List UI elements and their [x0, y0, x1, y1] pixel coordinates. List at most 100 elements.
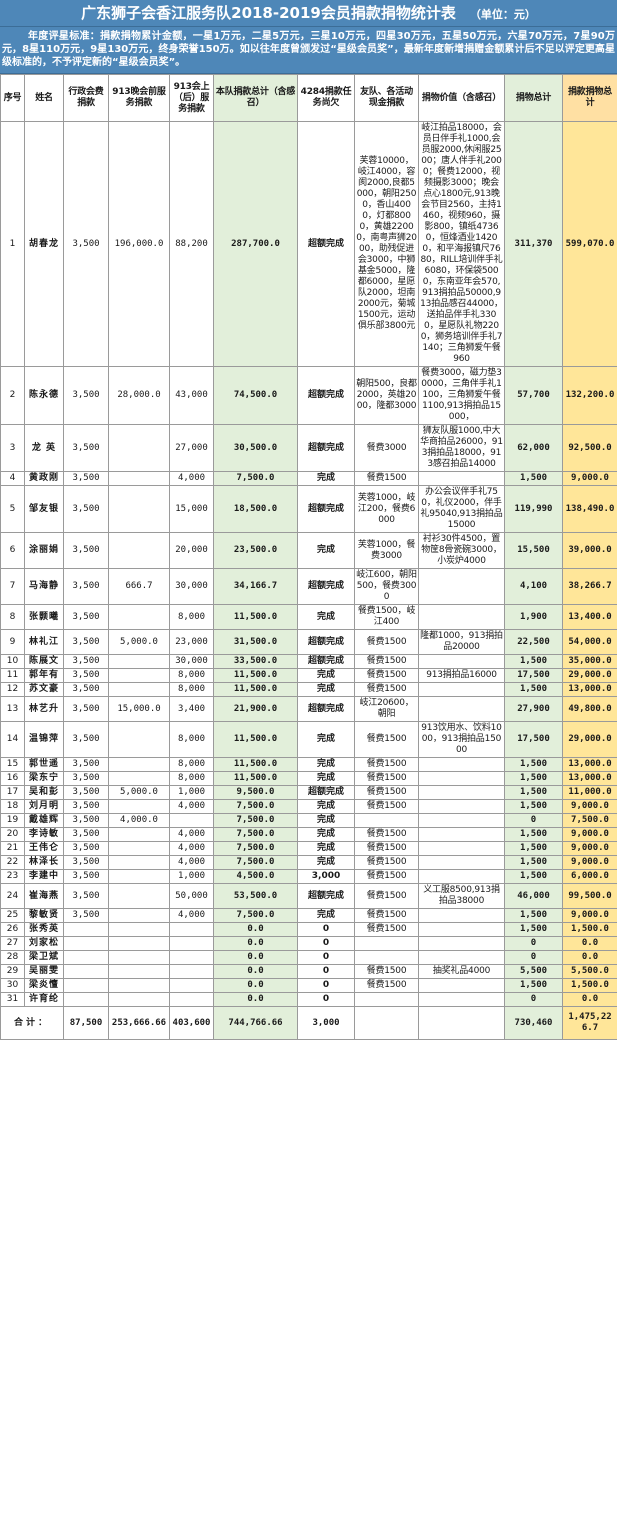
cell-on913: 20,000 [169, 532, 214, 569]
col-header-name[interactable]: 姓名 [24, 74, 64, 122]
table-row[interactable]: 1 胡春龙 3,500 196,000.0 88,200 287,700.0 超额完成 芙蓉1… [0, 121, 617, 367]
cell-index: 28 [0, 950, 25, 965]
cell-admin-fee [63, 922, 109, 937]
col-header-idx[interactable]: 序号 [0, 74, 25, 122]
table-row[interactable]: 26 张秀英 0.0 0 餐费1500 1,500 1,500.0 [0, 922, 617, 937]
table-row[interactable]: 9 林礼江 3,500 5,000.0 23,000 31,500.0 超额完成 餐费1500… [0, 629, 617, 655]
cell-index: 26 [0, 922, 25, 937]
table-row[interactable]: 6 涂丽娟 3,500 20,000 23,500.0 完成 芙蓉1000，餐费3000 衬衫… [0, 532, 617, 569]
table-row[interactable]: 17 吴和彭 3,500 5,000.0 1,000 9,500.0 超额完成 餐费1500 1… [0, 785, 617, 800]
cell-team-total: 4,500.0 [213, 869, 298, 884]
cell-goods-value [418, 654, 505, 669]
table-row[interactable]: 4 黄政刚 3,500 4,000 7,500.0 完成 餐费1500 1,500 9,000.… [0, 471, 617, 486]
cell-name: 黄政刚 [24, 471, 64, 486]
cell-index: 10 [0, 654, 25, 669]
cell-goods-value [418, 568, 505, 605]
cell-index: 20 [0, 827, 25, 842]
cell-owe-4284: 完成 [297, 771, 355, 786]
table-row[interactable]: 20 李诗敏 3,500 4,000 7,500.0 完成 餐费1500 1,500 9,000… [0, 827, 617, 842]
cell-goods-value [418, 908, 505, 923]
cell-admin-fee: 3,500 [63, 785, 109, 800]
cell-owe-4284: 超额完成 [297, 696, 355, 722]
cell-on913: 4,000 [169, 855, 214, 870]
col-header-pre913[interactable]: 913晚会前服务捐款 [108, 74, 170, 122]
table-row[interactable]: 30 梁炎憻 0.0 0 餐费1500 1,500 1,500.0 [0, 978, 617, 993]
cell-name: 李诗敏 [24, 827, 64, 842]
col-header-on913[interactable]: 913会上（后）服务捐款 [169, 74, 214, 122]
cell-admin-fee: 3,500 [63, 568, 109, 605]
cell-pre913 [108, 855, 170, 870]
table-row[interactable]: 23 李建中 3,500 1,000 4,500.0 3,000 餐费1500 1,500 6,… [0, 869, 617, 884]
cell-on913: 88,200 [169, 121, 214, 367]
table-row[interactable]: 28 梁卫斌 0.0 0 0 0.0 [0, 950, 617, 965]
cell-on913 [169, 978, 214, 993]
col-header-goods-total[interactable]: 捐物总计 [504, 74, 563, 122]
cell-goods-value [418, 936, 505, 951]
cell-grand-total: 9,000.0 [562, 908, 617, 923]
cell-goods-value: 隆都1000，913捐拍品20000 [418, 629, 505, 655]
cell-team-total: 9,500.0 [213, 785, 298, 800]
cell-owe-4284: 超额完成 [297, 568, 355, 605]
cell-admin-fee [63, 964, 109, 979]
cell-goods-total: 1,500 [504, 757, 563, 772]
cell-name: 陈展文 [24, 654, 64, 669]
table-row[interactable]: 8 张颢曦 3,500 8,000 11,500.0 完成 餐费1500，岐江400 1,90… [0, 604, 617, 630]
cell-on913: 8,000 [169, 604, 214, 630]
col-header-goods[interactable]: 捐物价值（含感召） [418, 74, 505, 122]
table-row[interactable]: 31 许育纶 0.0 0 0 0.0 [0, 992, 617, 1007]
cell-admin-fee: 3,500 [63, 813, 109, 828]
cell-index: 4 [0, 471, 25, 486]
cell-owe-4284: 超额完成 [297, 424, 355, 472]
cell-pre913 [108, 682, 170, 697]
table-row[interactable]: 2 陈永德 3,500 28,000.0 43,000 74,500.0 超额完成 朝阳500… [0, 366, 617, 425]
col-header-admin[interactable]: 行政会费捐款 [63, 74, 109, 122]
col-header-grand-total[interactable]: 捐款捐物总计 [562, 74, 617, 122]
table-row[interactable]: 24 崔海燕 3,500 50,000 53,500.0 超额完成 餐费1500 义工服850… [0, 883, 617, 909]
cell-goods-value [418, 869, 505, 884]
table-row[interactable]: 7 马海静 3,500 666.7 30,000 34,166.7 超额完成 岐江600，朝阳… [0, 568, 617, 605]
cell-goods-total: 1,900 [504, 604, 563, 630]
col-header-cash[interactable]: 友队、各活动现金捐款 [354, 74, 419, 122]
cell-goods-value [418, 841, 505, 856]
cell-team-total: 11,500.0 [213, 604, 298, 630]
cell-goods-value: 衬衫30件4500，置物筐8骨瓷碗3000，小炭炉4000 [418, 532, 505, 569]
table-row[interactable]: 19 戴雄辉 3,500 4,000.0 7,500.0 完成 0 7,500.0 [0, 813, 617, 828]
table-row[interactable]: 29 吴丽雯 0.0 0 餐费1500 抽奖礼品4000 5,500 5,500.0 [0, 964, 617, 979]
col-header-team-total[interactable]: 本队捐款总计（含感召） [213, 74, 298, 122]
cell-cash-donation: 餐费1500 [354, 841, 419, 856]
totals-goods-total: 730,460 [504, 1006, 563, 1040]
cell-owe-4284: 完成 [297, 471, 355, 486]
cell-cash-donation: 餐费1500 [354, 978, 419, 993]
table-row[interactable]: 25 黎敏贤 3,500 4,000 7,500.0 完成 餐费1500 1,500 9,000… [0, 908, 617, 923]
table-row[interactable]: 12 苏文豪 3,500 8,000 11,500.0 完成 餐费1500 1,500 13,0… [0, 682, 617, 697]
cell-name: 吴和彭 [24, 785, 64, 800]
cell-goods-value: 餐费3000，磁力垫30000，三角伴手礼1100，三角狮爱午餐1100,913… [418, 366, 505, 425]
table-row[interactable]: 22 林泽长 3,500 4,000 7,500.0 完成 餐费1500 1,500 9,000… [0, 855, 617, 870]
table-row[interactable]: 11 郭年有 3,500 8,000 11,500.0 完成 餐费1500 913捐拍品160… [0, 668, 617, 683]
table-row[interactable]: 27 刘家松 0.0 0 0 0.0 [0, 936, 617, 951]
cell-grand-total: 9,000.0 [562, 855, 617, 870]
cell-team-total: 18,500.0 [213, 485, 298, 533]
cell-name: 林礼江 [24, 629, 64, 655]
cell-cash-donation: 餐费1500 [354, 855, 419, 870]
col-header-owe-4284[interactable]: 4284捐款任务尚欠 [297, 74, 355, 122]
cell-name: 梁炎憻 [24, 978, 64, 993]
table-row[interactable]: 5 邹友银 3,500 15,000 18,500.0 超额完成 芙蓉1000，岐江200，… [0, 485, 617, 533]
cell-grand-total: 6,000.0 [562, 869, 617, 884]
cell-goods-total: 1,500 [504, 978, 563, 993]
table-row[interactable]: 16 梁东宁 3,500 8,000 11,500.0 完成 餐费1500 1,500 13,0… [0, 771, 617, 786]
cell-grand-total: 13,000.0 [562, 771, 617, 786]
table-row[interactable]: 13 林艺升 3,500 15,000.0 3,400 21,900.0 超额完成 岐江206… [0, 696, 617, 722]
cell-grand-total: 35,000.0 [562, 654, 617, 669]
cell-team-total: 7,500.0 [213, 813, 298, 828]
table-row[interactable]: 10 陈展文 3,500 30,000 33,500.0 超额完成 餐费1500 1,500 3… [0, 654, 617, 669]
table-row[interactable]: 15 郭世遥 3,500 8,000 11,500.0 完成 餐费1500 1,500 13,0… [0, 757, 617, 772]
cell-goods-value [418, 785, 505, 800]
table-row[interactable]: 14 温锦萍 3,500 8,000 11,500.0 完成 餐费1500 913饮用水、饮料… [0, 721, 617, 758]
table-row[interactable]: 21 王伟仑 3,500 4,000 7,500.0 完成 餐费1500 1,500 9,000… [0, 841, 617, 856]
cell-goods-total: 1,500 [504, 841, 563, 856]
table-row[interactable]: 18 刘月明 3,500 4,000 7,500.0 完成 餐费1500 1,500 9,000… [0, 799, 617, 814]
cell-on913: 4,000 [169, 799, 214, 814]
cell-on913: 3,400 [169, 696, 214, 722]
